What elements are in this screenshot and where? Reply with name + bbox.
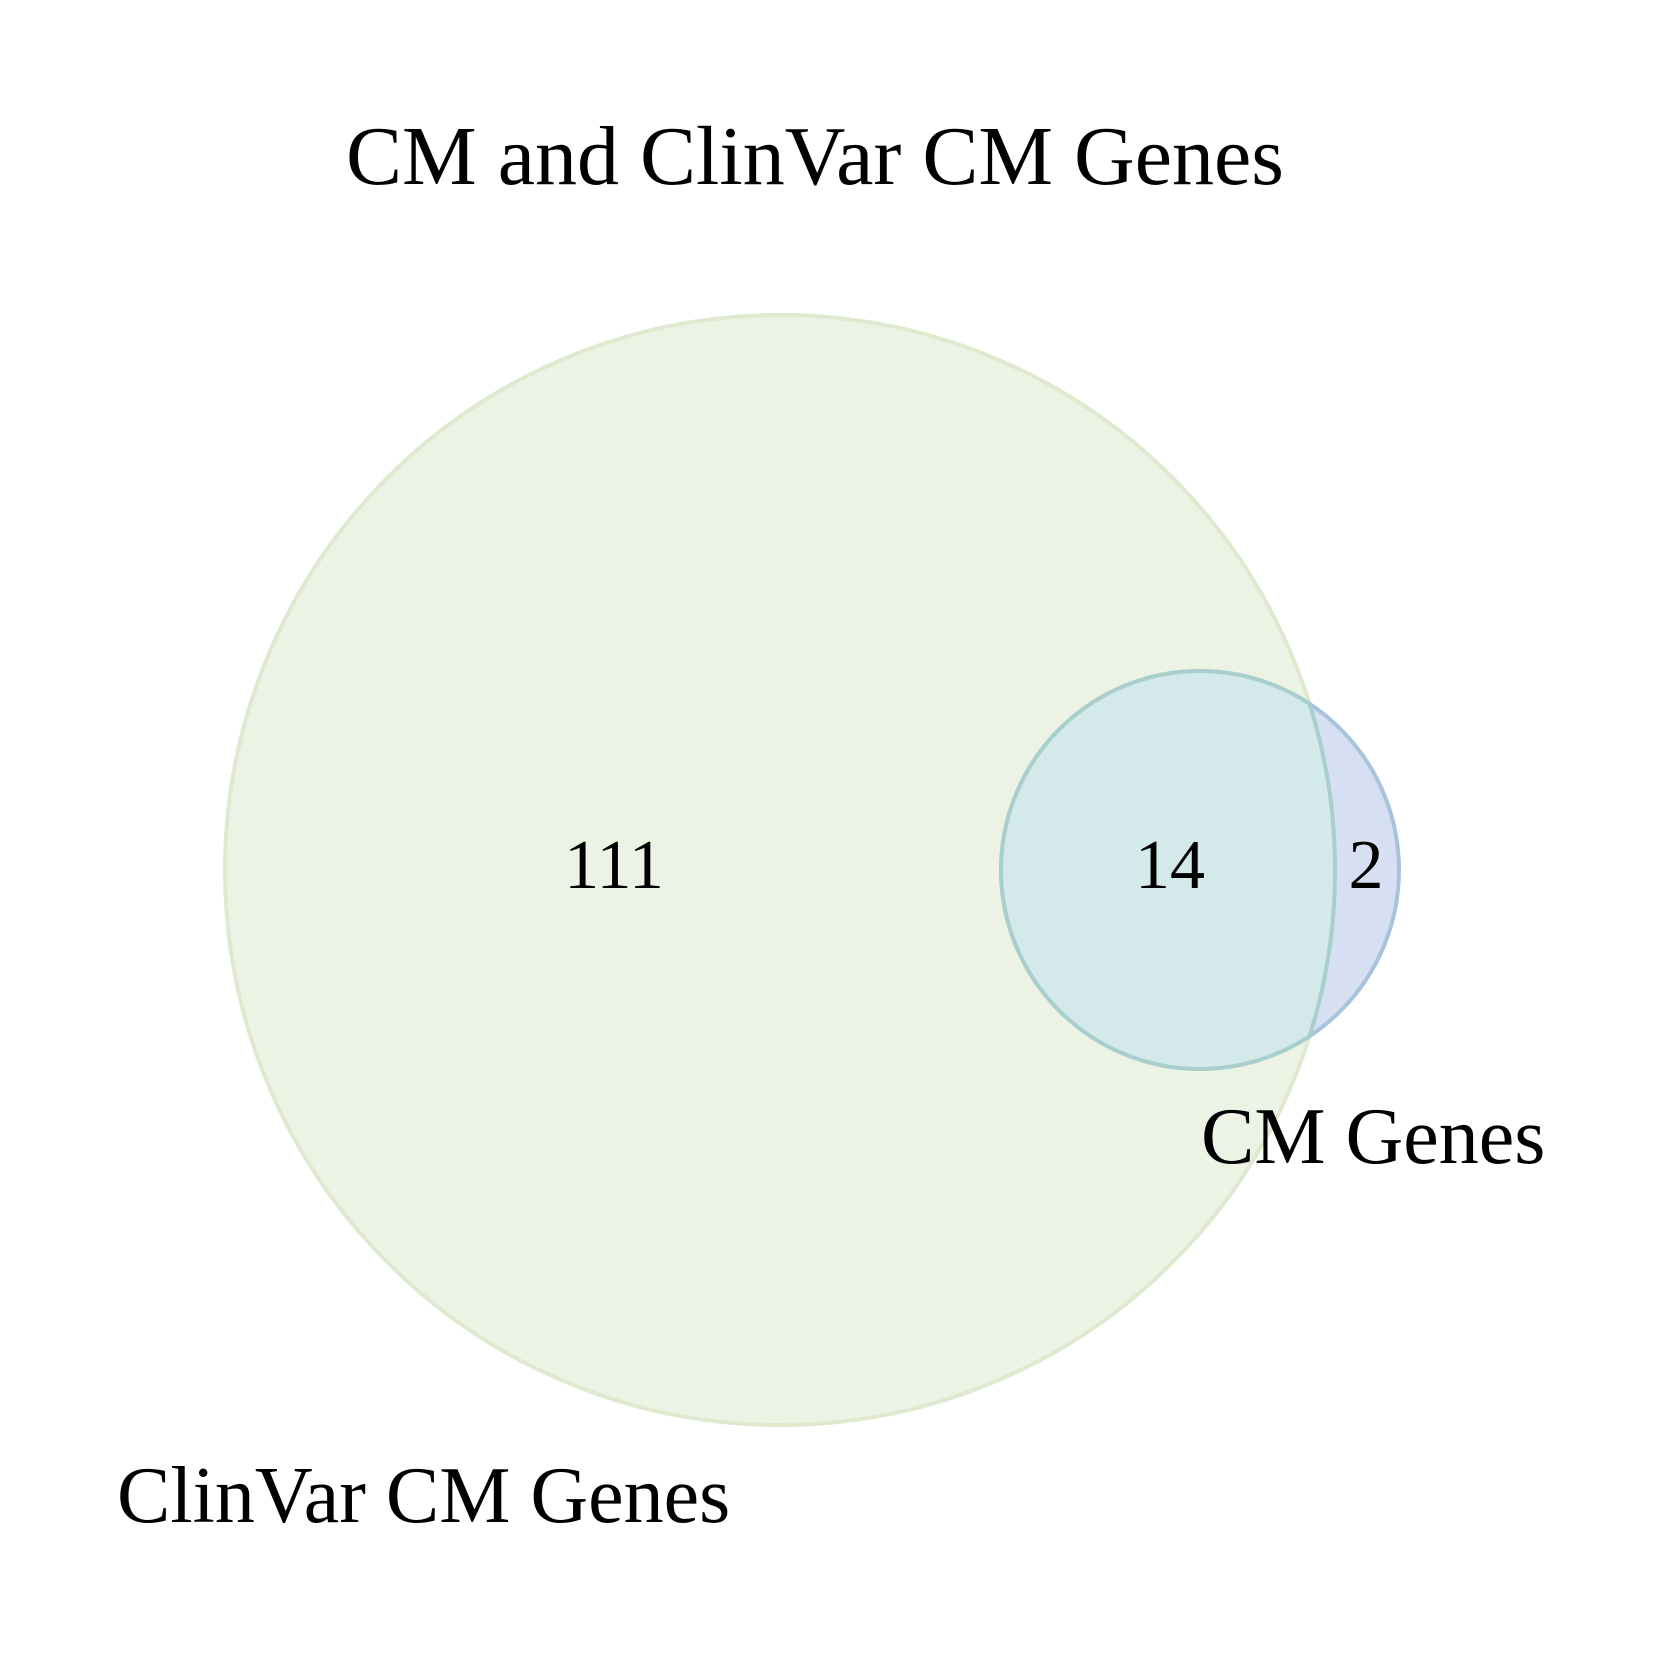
clinvar-cm-genes-label: ClinVar CM Genes (117, 1452, 730, 1540)
count-clinvar-only: 111 (564, 827, 664, 904)
overlap-boundary-arc (1001, 671, 1337, 1069)
overlap-region (999, 669, 1335, 1071)
diagram-title: CM and ClinVar CM Genes (346, 110, 1284, 203)
cm-genes-label: CM Genes (1201, 1093, 1545, 1181)
count-both: 14 (1135, 827, 1205, 904)
count-cm-only: 2 (1349, 827, 1384, 904)
